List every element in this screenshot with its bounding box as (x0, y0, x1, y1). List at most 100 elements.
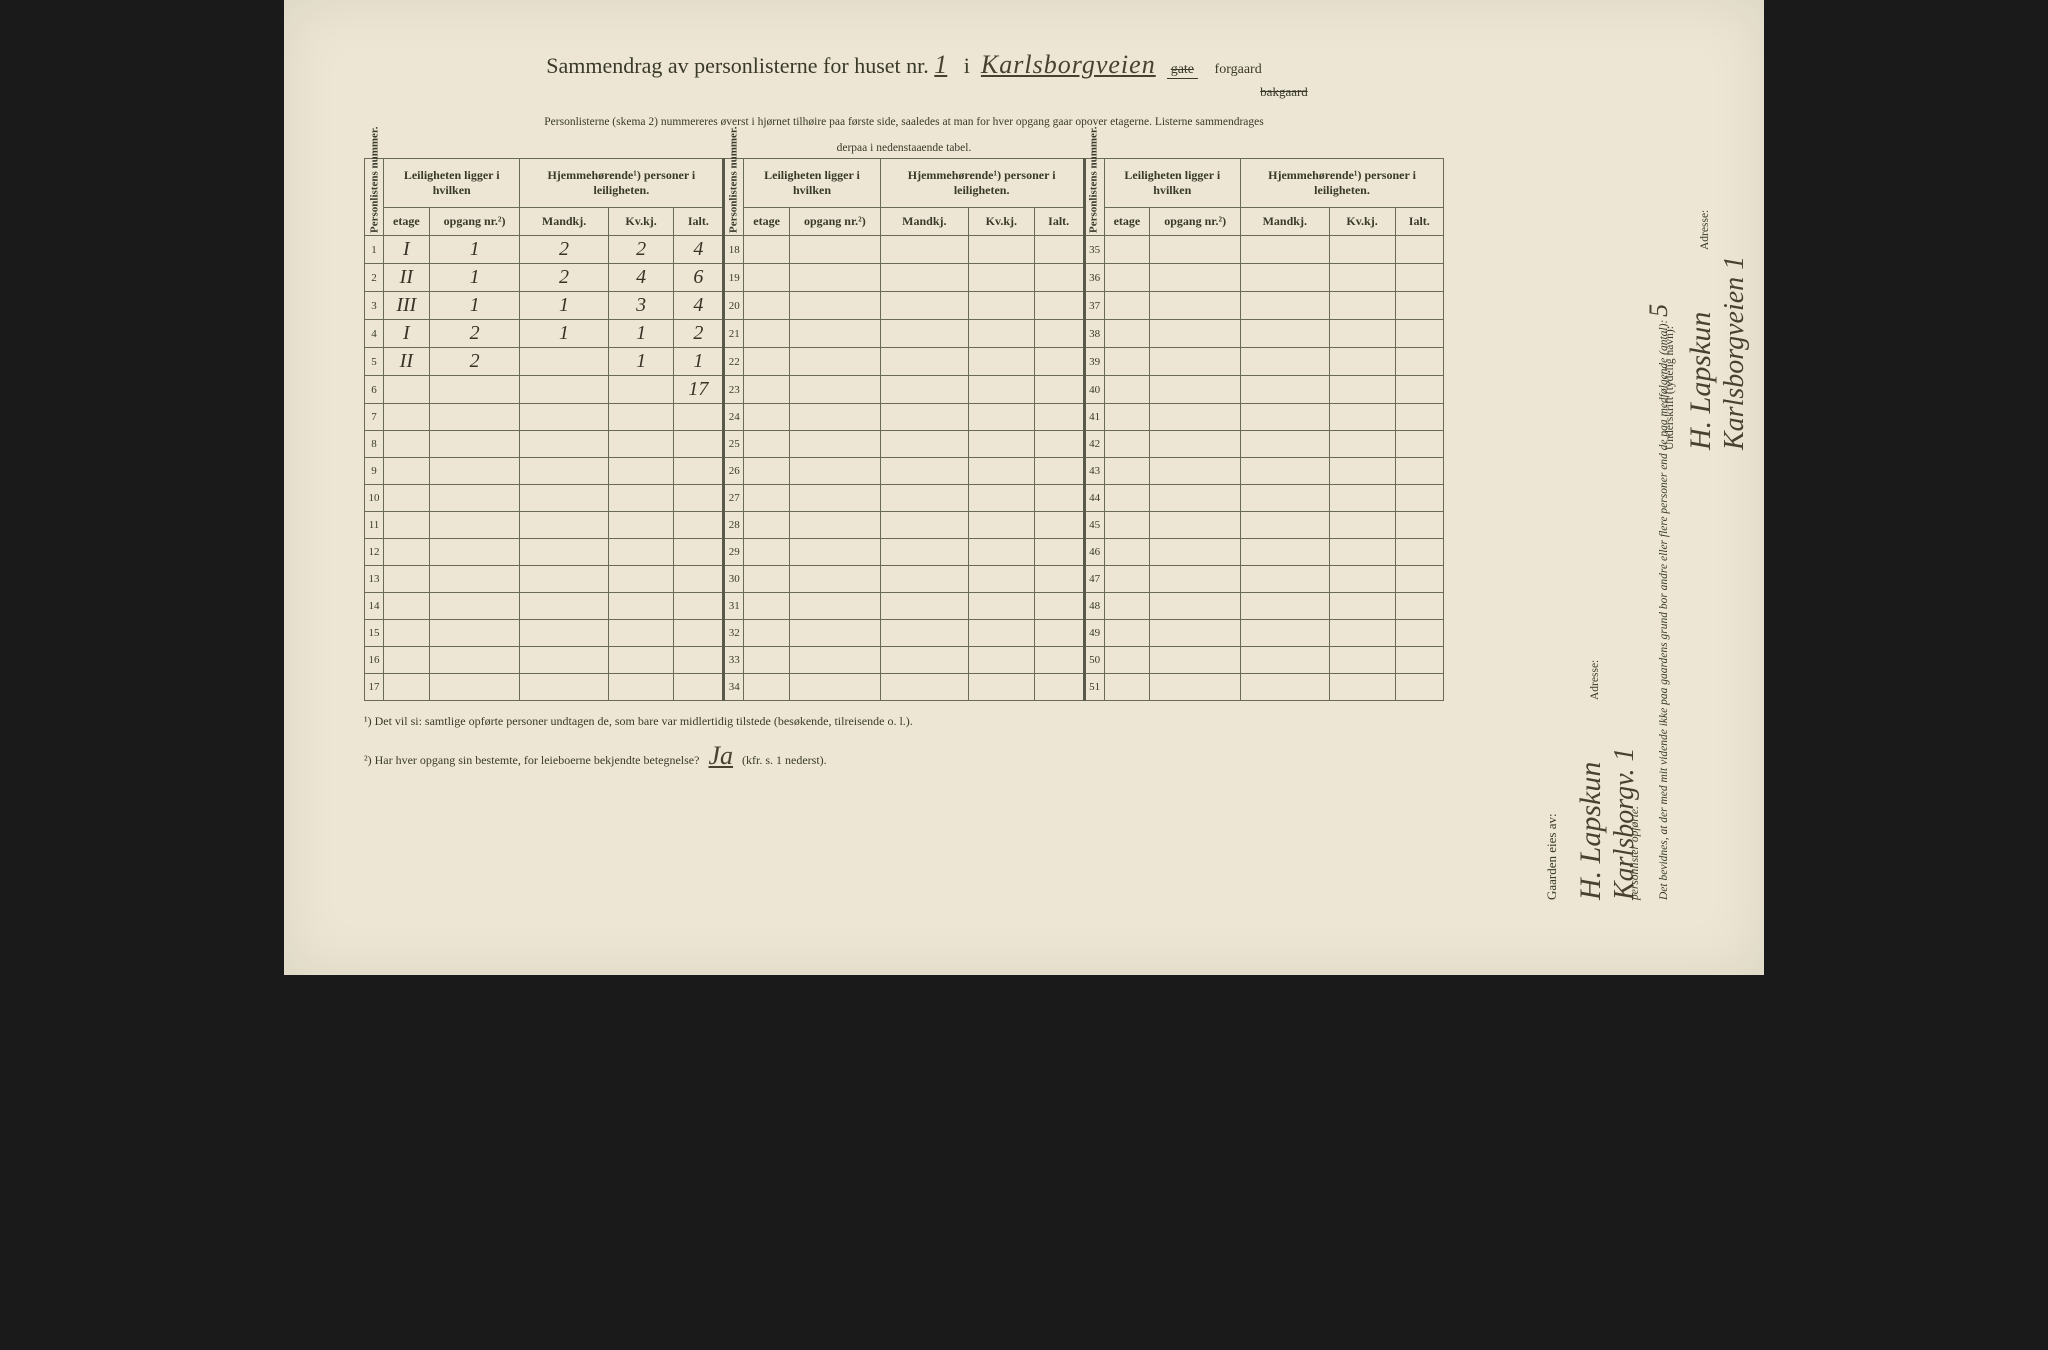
cell (968, 620, 1034, 647)
cell-opgang: 2 (429, 320, 520, 348)
cell (880, 376, 968, 404)
cell (1329, 485, 1395, 512)
cell (1395, 236, 1443, 264)
cell-kvkj (608, 647, 674, 674)
cell (1241, 348, 1329, 376)
cell (1150, 458, 1241, 485)
adresse: Karlsborgv. 1 (1609, 748, 1641, 900)
cell (1034, 348, 1084, 376)
row-num: 11 (365, 512, 384, 539)
row-num: 12 (365, 539, 384, 566)
cell (744, 485, 790, 512)
cell (1034, 431, 1084, 458)
cell-etage (384, 566, 430, 593)
cell (744, 539, 790, 566)
row-num: 29 (724, 539, 744, 566)
cell (1104, 348, 1150, 376)
cell-ialt: 6 (674, 264, 724, 292)
cell (968, 348, 1034, 376)
row-num: 1 (365, 236, 384, 264)
cell (1034, 485, 1084, 512)
cell (1034, 292, 1084, 320)
table-row: 143148 (365, 593, 1444, 620)
cell (1104, 404, 1150, 431)
cell-etage (384, 431, 430, 458)
row-num: 5 (365, 348, 384, 376)
cell (1104, 512, 1150, 539)
house-number: 1 (934, 50, 947, 79)
cell (1104, 320, 1150, 348)
cell (1395, 264, 1443, 292)
cell-opgang (429, 376, 520, 404)
cell (1104, 458, 1150, 485)
cell (1329, 674, 1395, 701)
cell-opgang (429, 566, 520, 593)
cell-opgang (429, 431, 520, 458)
cell-mandkj (520, 647, 608, 674)
col-opgang-1: opgang nr.²) (429, 208, 520, 236)
cell (968, 320, 1034, 348)
cell-ialt (674, 593, 724, 620)
cell (1150, 264, 1241, 292)
col-opgang-3: opgang nr.²) (1150, 208, 1241, 236)
cell (789, 458, 880, 485)
cell-ialt (674, 647, 724, 674)
cell (744, 620, 790, 647)
cell (1104, 264, 1150, 292)
col-leiligheten-3: Leiligheten ligger i hvilken (1104, 159, 1240, 208)
cell-opgang (429, 485, 520, 512)
cell (968, 593, 1034, 620)
gate-label: gate (1167, 62, 1198, 79)
row-num: 37 (1084, 292, 1104, 320)
cell-opgang (429, 647, 520, 674)
cell-etage: II (384, 348, 430, 376)
cell-etage: I (384, 236, 430, 264)
cell (1241, 485, 1329, 512)
cell (1150, 431, 1241, 458)
cell (1329, 512, 1395, 539)
row-num: 26 (724, 458, 744, 485)
cell-opgang (429, 620, 520, 647)
col-ialt-1: Ialt. (674, 208, 724, 236)
cell-etage (384, 512, 430, 539)
cell-etage (384, 620, 430, 647)
cell (789, 566, 880, 593)
footnote-2-suffix: (kfr. s. 1 nederst). (742, 753, 827, 767)
cell (968, 264, 1034, 292)
table-row: 102744 (365, 485, 1444, 512)
cell (744, 458, 790, 485)
cell (1034, 674, 1084, 701)
row-num: 2 (365, 264, 384, 292)
cell-ialt (674, 485, 724, 512)
cell-ialt: 2 (674, 320, 724, 348)
cell (1150, 674, 1241, 701)
col-etage-2: etage (744, 208, 790, 236)
cell (1241, 620, 1329, 647)
footnote-2: ²) Har hver opgang sin bestemte, for lei… (364, 733, 1444, 780)
cell-opgang: 2 (429, 348, 520, 376)
cell-ialt (674, 539, 724, 566)
footnotes: ¹) Det vil si: samtlige opførte personer… (364, 711, 1444, 779)
cell (1104, 620, 1150, 647)
cell (880, 593, 968, 620)
row-num: 31 (724, 593, 744, 620)
cell (1034, 620, 1084, 647)
cell-mandkj (520, 566, 608, 593)
cell (1329, 539, 1395, 566)
cell-mandkj: 2 (520, 264, 608, 292)
footnote-2-answer: Ja (708, 741, 733, 770)
row-num: 34 (724, 674, 744, 701)
right-sidebar: Det bevidnes, at der med mit vidende ikk… (1524, 80, 1704, 900)
cell (789, 674, 880, 701)
cell-kvkj (608, 620, 674, 647)
title-line: Sammendrag av personlisterne for huset n… (364, 50, 1444, 106)
cell (1104, 485, 1150, 512)
row-num: 6 (365, 376, 384, 404)
cell (880, 539, 968, 566)
col-etage-3: etage (1104, 208, 1150, 236)
bakgaard: bakgaard (1260, 84, 1308, 99)
col-ialt-2: Ialt. (1034, 208, 1084, 236)
cell (1034, 264, 1084, 292)
cell-ialt: 4 (674, 292, 724, 320)
cell-mandkj (520, 539, 608, 566)
